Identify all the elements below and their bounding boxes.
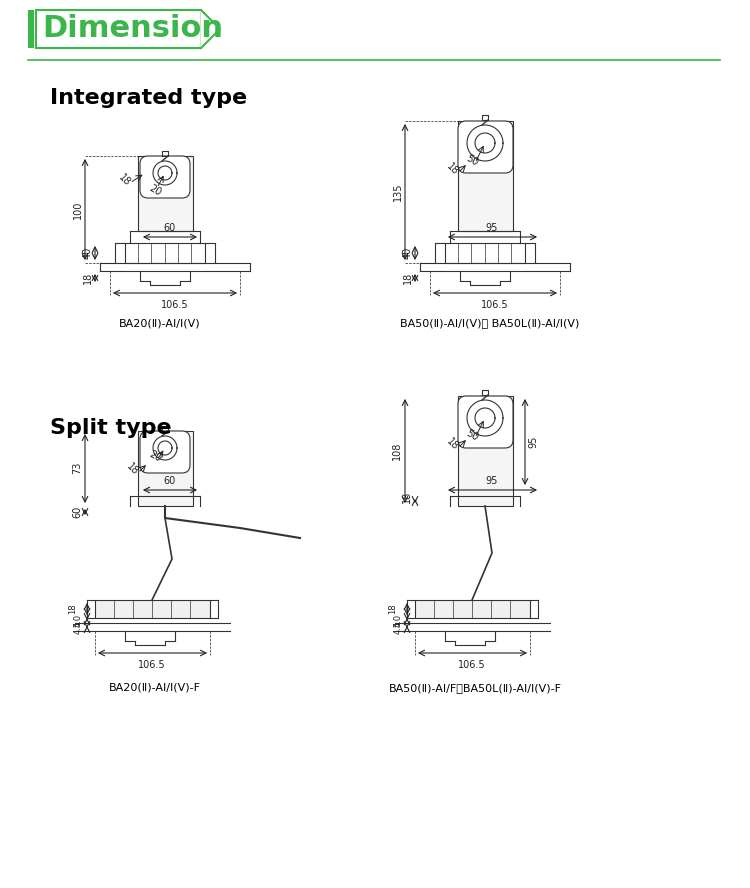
Bar xyxy=(138,156,193,231)
Bar xyxy=(95,600,210,618)
Bar xyxy=(458,121,513,231)
Text: 135: 135 xyxy=(393,183,403,202)
Text: 95: 95 xyxy=(528,436,538,448)
Bar xyxy=(138,431,193,506)
Text: 18: 18 xyxy=(83,272,93,284)
Text: 18: 18 xyxy=(388,604,398,614)
Text: 40: 40 xyxy=(83,247,93,259)
Bar xyxy=(458,396,513,506)
Text: 20: 20 xyxy=(147,183,163,197)
Text: 108: 108 xyxy=(392,442,402,460)
Text: 20: 20 xyxy=(147,449,163,464)
FancyBboxPatch shape xyxy=(458,121,513,173)
Text: 95: 95 xyxy=(486,223,498,233)
Bar xyxy=(125,243,205,263)
Text: 100: 100 xyxy=(73,201,83,219)
Text: 106.5: 106.5 xyxy=(138,660,166,670)
Text: 106.5: 106.5 xyxy=(161,300,189,310)
Text: 18: 18 xyxy=(403,272,413,284)
Bar xyxy=(445,243,525,263)
Text: 40: 40 xyxy=(403,247,413,259)
Text: 18: 18 xyxy=(116,172,132,188)
Text: 60: 60 xyxy=(164,223,176,233)
Text: 106.5: 106.5 xyxy=(458,660,486,670)
Text: 50: 50 xyxy=(464,153,480,168)
Text: 18: 18 xyxy=(124,461,140,477)
Bar xyxy=(28,10,34,48)
FancyBboxPatch shape xyxy=(140,431,190,473)
Text: 60: 60 xyxy=(164,476,176,486)
Text: 50: 50 xyxy=(464,428,480,443)
Bar xyxy=(415,600,530,618)
Polygon shape xyxy=(201,10,220,48)
Text: 18: 18 xyxy=(444,436,460,452)
Text: 106.5: 106.5 xyxy=(482,300,508,310)
Text: 4.5: 4.5 xyxy=(74,621,82,633)
Text: 73: 73 xyxy=(72,462,82,474)
Text: Dimension: Dimension xyxy=(42,14,223,44)
Text: 4.0: 4.0 xyxy=(74,614,82,627)
Text: BA20(Ⅱ)-AI/I(V): BA20(Ⅱ)-AI/I(V) xyxy=(119,318,201,328)
Text: BA50(Ⅱ)-AI/I(V)， BA50L(Ⅱ)-AI/I(V): BA50(Ⅱ)-AI/I(V)， BA50L(Ⅱ)-AI/I(V) xyxy=(400,318,580,328)
Text: 4.5: 4.5 xyxy=(394,621,403,633)
Text: BA20(Ⅱ)-AI/I(V)-F: BA20(Ⅱ)-AI/I(V)-F xyxy=(109,683,201,693)
Text: Split type: Split type xyxy=(50,418,172,438)
Text: 95: 95 xyxy=(486,476,498,486)
FancyBboxPatch shape xyxy=(458,396,513,448)
Text: 18: 18 xyxy=(402,491,412,503)
FancyBboxPatch shape xyxy=(140,156,190,198)
Text: 4.0: 4.0 xyxy=(394,614,403,627)
Bar xyxy=(36,10,201,48)
Text: 18: 18 xyxy=(68,604,77,614)
Text: 60: 60 xyxy=(72,506,82,518)
Text: 18: 18 xyxy=(444,162,460,177)
Text: Integrated type: Integrated type xyxy=(50,88,248,108)
Text: BA50(Ⅱ)-AI/F、BA50L(Ⅱ)-AI/I(V)-F: BA50(Ⅱ)-AI/F、BA50L(Ⅱ)-AI/I(V)-F xyxy=(388,683,562,693)
